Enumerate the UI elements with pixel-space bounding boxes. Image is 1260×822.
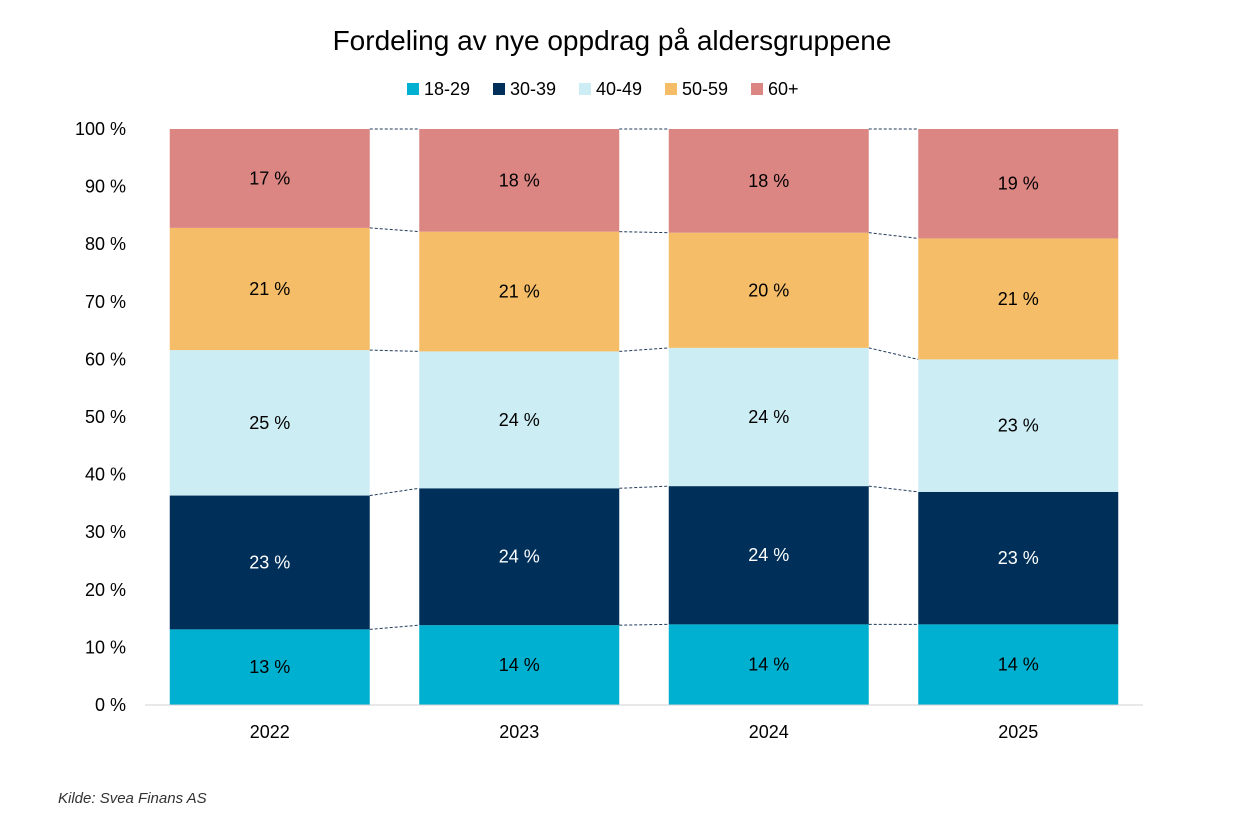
legend-label-50-59: 50-59 (682, 79, 728, 99)
data-label-60+-2022: 17 % (249, 168, 290, 188)
bar-segment-50-59-2025 (918, 238, 1119, 360)
x-tick-label: 2022 (250, 722, 290, 742)
y-tick-label: 40 % (85, 465, 126, 485)
y-tick-label: 0 % (95, 695, 126, 715)
y-tick-label: 50 % (85, 407, 126, 427)
data-label-50-59-2023: 21 % (499, 282, 540, 302)
bar-segment-50-59-2022 (169, 227, 370, 351)
legend-swatch-60+ (751, 83, 763, 95)
legend-swatch-30-39 (493, 83, 505, 95)
data-label-18-29-2022: 13 % (249, 657, 290, 677)
legend-swatch-18-29 (407, 83, 419, 95)
legend-label-30-39: 30-39 (510, 79, 556, 99)
x-axis: 2022 2023 2024 2025 (145, 704, 1143, 742)
connector-line (369, 227, 420, 233)
data-label-40-49-2022: 25 % (249, 413, 290, 433)
data-label-50-59-2024: 20 % (748, 280, 789, 300)
bar-segment-50-59-2023 (419, 231, 620, 352)
y-axis: 0 % 10 % 20 % 30 % 40 % 50 % 60 % 70 % 80 % 90 % 1… (75, 119, 126, 715)
legend-label-18-29: 18-29 (424, 79, 470, 99)
bar-segment-60+-2025 (918, 129, 1119, 239)
connector-line (619, 231, 669, 234)
legend-swatch-50-59 (665, 83, 677, 95)
connector-line (369, 487, 420, 497)
y-tick-label: 90 % (85, 177, 126, 197)
y-tick-label: 20 % (85, 580, 126, 600)
connector-line (369, 624, 420, 630)
series-connector-lines (369, 128, 919, 630)
x-tick-label: 2024 (749, 722, 789, 742)
bar-segment-40-49-2024 (668, 347, 869, 487)
bar-segment-40-49-2023 (419, 351, 620, 489)
y-tick-label: 10 % (85, 637, 126, 657)
data-label-30-39-2024: 24 % (748, 545, 789, 565)
connector-line (619, 485, 669, 489)
data-label-40-49-2023: 24 % (499, 410, 540, 430)
data-label-30-39-2023: 24 % (499, 547, 540, 567)
legend-label-60+: 60+ (768, 79, 799, 99)
connector-line (619, 347, 669, 352)
legend-label-40-49: 40-49 (596, 79, 642, 99)
data-label-18-29-2024: 14 % (748, 655, 789, 675)
connector-line (369, 349, 420, 352)
connector-line (619, 623, 669, 626)
data-label-60+-2023: 18 % (499, 170, 540, 190)
bar-segment-40-49-2022 (169, 350, 370, 496)
bar-segment-30-39-2024 (668, 486, 869, 625)
data-label-60+-2024: 18 % (748, 171, 789, 191)
source-note: Kilde: Svea Finans AS (58, 790, 207, 807)
bar-segment-50-59-2024 (668, 232, 869, 348)
y-tick-label: 30 % (85, 522, 126, 542)
y-tick-label: 70 % (85, 292, 126, 312)
data-label-60+-2025: 19 % (998, 174, 1039, 194)
data-label-18-29-2023: 14 % (499, 655, 540, 675)
bar-segment-60+-2023 (419, 129, 620, 232)
chart-title: Fordeling av nye oppdrag på aldersgruppe… (333, 25, 892, 56)
data-label-40-49-2025: 23 % (998, 416, 1039, 436)
bars: 13 % 23 % 25 % 21 % 17 % 14 % 24 % 24 % 21 % 18 %… (169, 129, 1119, 705)
bar-segment-18-29-2022 (169, 629, 370, 705)
data-label-50-59-2022: 21 % (249, 279, 290, 299)
data-label-30-39-2025: 23 % (998, 548, 1039, 568)
bar-segment-30-39-2022 (169, 495, 370, 630)
bar-segment-18-29-2025 (918, 624, 1119, 705)
bar-segment-40-49-2025 (918, 359, 1119, 492)
y-tick-label: 100 % (75, 119, 126, 139)
x-tick-label: 2023 (499, 722, 539, 742)
bar-segment-30-39-2023 (419, 488, 620, 626)
connector-line (868, 485, 919, 493)
legend-swatch-40-49 (579, 83, 591, 95)
bar-segment-18-29-2023 (419, 625, 620, 705)
connector-line (868, 347, 919, 360)
y-tick-label: 60 % (85, 349, 126, 369)
data-label-50-59-2025: 21 % (998, 289, 1039, 309)
bar-segment-60+-2022 (169, 129, 370, 228)
data-label-40-49-2024: 24 % (748, 407, 789, 427)
bar-segment-18-29-2024 (668, 624, 869, 705)
connector-line (868, 232, 919, 239)
bar-segment-30-39-2025 (918, 491, 1119, 625)
legend: 18-29 30-39 40-49 50-59 60+ (407, 79, 799, 99)
bar-segment-60+-2024 (668, 129, 869, 233)
y-tick-label: 80 % (85, 234, 126, 254)
data-label-30-39-2022: 23 % (249, 552, 290, 572)
data-label-18-29-2025: 14 % (998, 655, 1039, 675)
x-tick-label: 2025 (998, 722, 1038, 742)
